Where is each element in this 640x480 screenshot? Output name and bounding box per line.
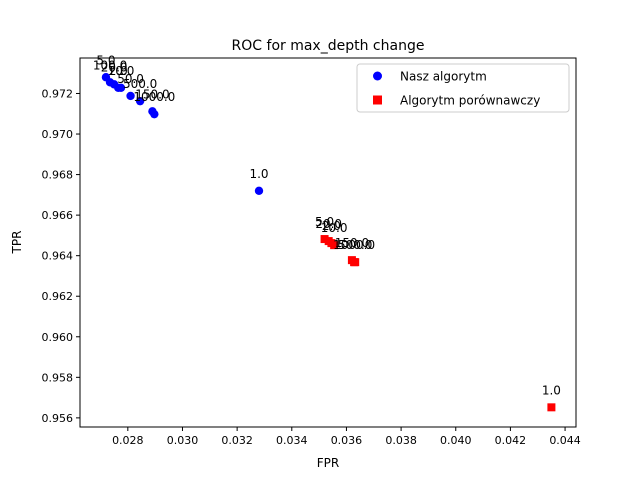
x-tick-label: 0.038 xyxy=(385,434,417,447)
data-point-square xyxy=(547,403,556,412)
y-tick-label: 0.960 xyxy=(42,331,74,344)
data-point-label: 5.0 xyxy=(96,53,115,67)
plot-frame xyxy=(79,57,577,428)
data-point-circle xyxy=(135,96,145,106)
y-tick-label: 0.962 xyxy=(42,290,74,303)
data-point-label: 50.0 xyxy=(117,72,144,86)
y-tick-label: 0.972 xyxy=(42,87,74,100)
data-point-label: 10.0 xyxy=(108,64,135,78)
plot-area: 5.0100.020.02.010.050.0500.0150.01000.01… xyxy=(93,53,561,412)
data-point-circle xyxy=(126,91,135,101)
data-point-label: 500.0 xyxy=(123,77,157,91)
data-point-label: 20.0 xyxy=(315,217,342,231)
data-point-circle xyxy=(150,109,159,119)
y-tick-label: 0.966 xyxy=(42,209,74,222)
data-point-label: 1000.0 xyxy=(133,90,175,104)
data-point-label: 1.0 xyxy=(249,167,268,181)
y-axis-label: TPR xyxy=(10,231,24,255)
y-tick-label: 0.968 xyxy=(42,169,74,182)
data-point-label: 2.0 xyxy=(322,219,341,233)
y-tick-label: 0.956 xyxy=(42,412,74,425)
data-point-label: 20.0 xyxy=(101,60,128,74)
x-tick-label: 0.034 xyxy=(276,434,308,447)
legend-marker-square xyxy=(373,95,382,105)
data-point-circle xyxy=(254,186,264,195)
data-point-label: 1000.0 xyxy=(333,238,375,252)
data-point-label: 5.0 xyxy=(315,215,334,229)
data-point-circle xyxy=(116,83,126,93)
data-point-label: 1.0 xyxy=(542,383,561,397)
data-point-square xyxy=(351,258,360,267)
x-tick-label: 0.042 xyxy=(495,434,527,447)
x-tick-label: 0.036 xyxy=(331,434,363,447)
data-point-label: 150.0 xyxy=(135,87,169,101)
x-tick-label: 0.040 xyxy=(440,434,472,447)
data-point-square xyxy=(330,241,339,250)
data-point-label: 2.0 xyxy=(109,64,128,78)
chart-title: ROC for max_depth change xyxy=(232,38,425,54)
legend-label: Algorytm porównawczy xyxy=(400,94,540,108)
legend-box xyxy=(356,63,570,113)
x-tick-label: 0.032 xyxy=(221,434,253,447)
data-point-label: 100.0 xyxy=(93,58,127,72)
data-point-label: 500.0 xyxy=(338,238,372,252)
x-tick-label: 0.030 xyxy=(167,434,199,447)
data-point-label: 10.0 xyxy=(321,221,348,235)
x-axis: 0.028 0.030 0.032 0.034 0.036 0.038 0.040 0.042… xyxy=(112,427,581,447)
data-point-square xyxy=(320,235,329,244)
y-axis: 0.956 0.958 0.960 0.962 0.964 0.966 0.968 0.970… xyxy=(42,87,80,425)
legend-marker-circle xyxy=(373,71,382,81)
y-tick-label: 0.964 xyxy=(42,250,74,263)
x-axis-label: FPR xyxy=(317,456,339,470)
y-tick-label: 0.970 xyxy=(42,128,74,141)
x-tick-label: 0.044 xyxy=(549,434,581,447)
data-point-label: 150.0 xyxy=(335,236,369,250)
y-tick-label: 0.958 xyxy=(42,371,74,384)
legend: Nasz algorytm Algorytm porównawczy xyxy=(356,63,570,113)
legend-label: Nasz algorytm xyxy=(400,70,487,84)
x-tick-label: 0.028 xyxy=(112,434,144,447)
